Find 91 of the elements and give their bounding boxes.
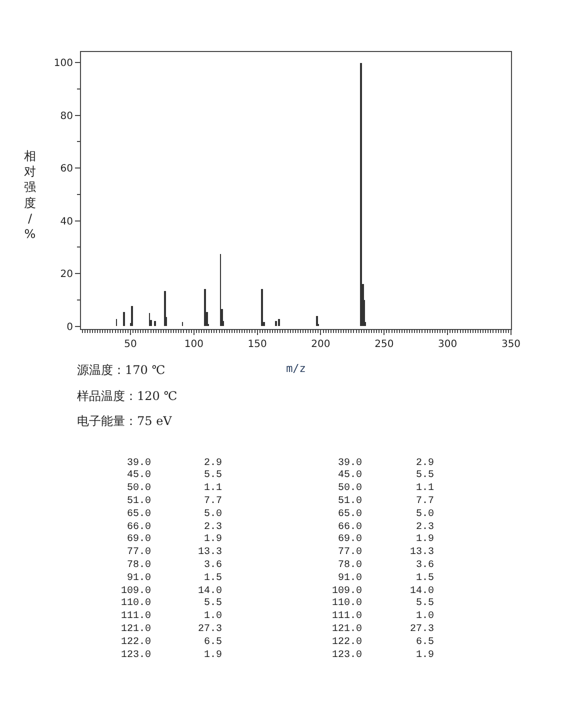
text: 5.0 bbox=[416, 509, 434, 520]
y-tick-label: 40 bbox=[60, 216, 73, 228]
text: 7.7 bbox=[416, 496, 434, 507]
bar bbox=[275, 321, 277, 326]
x-tick-label: 300 bbox=[438, 339, 458, 350]
text: 2.3 bbox=[204, 522, 222, 533]
bar bbox=[154, 321, 156, 326]
text: 2.3 bbox=[416, 522, 434, 533]
text: 27.3 bbox=[410, 624, 434, 635]
text: 1.9 bbox=[204, 650, 222, 661]
text: 45.0 bbox=[127, 470, 152, 481]
text: 14.0 bbox=[198, 586, 222, 597]
bar bbox=[360, 63, 362, 326]
text: 121.0 bbox=[121, 624, 152, 635]
text: 122.0 bbox=[121, 637, 152, 648]
text: 123.0 bbox=[121, 650, 152, 661]
text: 3.6 bbox=[204, 560, 222, 571]
bar bbox=[261, 289, 263, 326]
text: 110.0 bbox=[121, 598, 152, 609]
text: 122.0 bbox=[332, 637, 362, 648]
bar bbox=[123, 312, 125, 326]
text: 110.0 bbox=[332, 598, 362, 609]
text: 66.0 bbox=[127, 522, 152, 533]
text: 5.0 bbox=[204, 509, 222, 520]
text: 5.5 bbox=[416, 598, 434, 609]
bar bbox=[204, 289, 206, 326]
text: 65.0 bbox=[338, 509, 362, 520]
text: 66.0 bbox=[338, 522, 362, 533]
text: 1.1 bbox=[204, 483, 222, 494]
bar bbox=[278, 319, 280, 326]
text: 109.0 bbox=[121, 586, 152, 597]
text: 7.7 bbox=[204, 496, 222, 507]
x-tick-label: 150 bbox=[248, 339, 267, 350]
x-tick-label: 200 bbox=[311, 339, 330, 350]
text: 111.0 bbox=[332, 611, 362, 622]
text: 5.5 bbox=[416, 470, 434, 481]
x-tick-label: 350 bbox=[501, 339, 521, 350]
text: 1.9 bbox=[416, 534, 434, 545]
text: 14.0 bbox=[410, 586, 434, 597]
y-tick-label: 0 bbox=[66, 322, 73, 333]
text: 源温度：170 ℃ bbox=[77, 363, 166, 377]
text: 13.3 bbox=[410, 547, 434, 558]
text: 77.0 bbox=[338, 547, 362, 558]
text: 1.5 bbox=[204, 573, 222, 584]
text: 121.0 bbox=[332, 624, 362, 635]
bar bbox=[131, 306, 133, 326]
text: 39.0 bbox=[338, 458, 362, 469]
text: 3.6 bbox=[416, 560, 434, 571]
text: 电子能量：75 eV bbox=[77, 414, 172, 428]
x-tick-label: 50 bbox=[124, 339, 137, 350]
text: 5.5 bbox=[204, 470, 222, 481]
text: 1.9 bbox=[416, 650, 434, 661]
x-tick-label: 100 bbox=[184, 339, 204, 350]
text: 50.0 bbox=[127, 483, 152, 494]
text: 109.0 bbox=[332, 586, 362, 597]
y-tick-label: 20 bbox=[60, 269, 73, 280]
y-tick-label: 60 bbox=[60, 164, 73, 175]
text: 5.5 bbox=[204, 598, 222, 609]
text: 51.0 bbox=[338, 496, 362, 507]
y-tick-label: 100 bbox=[54, 58, 73, 70]
text: 27.3 bbox=[198, 624, 222, 635]
text: 1.1 bbox=[416, 483, 434, 494]
text: 1.5 bbox=[416, 573, 434, 584]
text: 51.0 bbox=[127, 496, 152, 507]
y-tick-label: 80 bbox=[60, 110, 73, 122]
text: 69.0 bbox=[127, 534, 152, 545]
text: 65.0 bbox=[127, 509, 152, 520]
text: 6.5 bbox=[204, 637, 222, 648]
text: 91.0 bbox=[127, 573, 152, 584]
text: 2.9 bbox=[204, 458, 222, 469]
text: 39.0 bbox=[127, 458, 152, 469]
text: 1.9 bbox=[204, 534, 222, 545]
x-tick-label: 250 bbox=[374, 339, 394, 350]
text: 2.9 bbox=[416, 458, 434, 469]
text: 123.0 bbox=[332, 650, 362, 661]
text: 13.3 bbox=[198, 547, 222, 558]
x-axis-title: m/z bbox=[286, 362, 306, 376]
text: 1.0 bbox=[204, 611, 222, 622]
text: 6.5 bbox=[416, 637, 434, 648]
y-axis-title: 相对强度/% bbox=[24, 149, 36, 241]
text: 78.0 bbox=[127, 560, 152, 571]
text: 91.0 bbox=[338, 573, 362, 584]
text: 69.0 bbox=[338, 534, 362, 545]
text: 111.0 bbox=[121, 611, 152, 622]
text: 78.0 bbox=[338, 560, 362, 571]
text: 1.0 bbox=[416, 611, 434, 622]
text: 77.0 bbox=[127, 547, 152, 558]
bar bbox=[316, 316, 318, 326]
text: 50.0 bbox=[338, 483, 362, 494]
text: 45.0 bbox=[338, 470, 362, 481]
text: 样品温度：120 ℃ bbox=[77, 389, 178, 403]
